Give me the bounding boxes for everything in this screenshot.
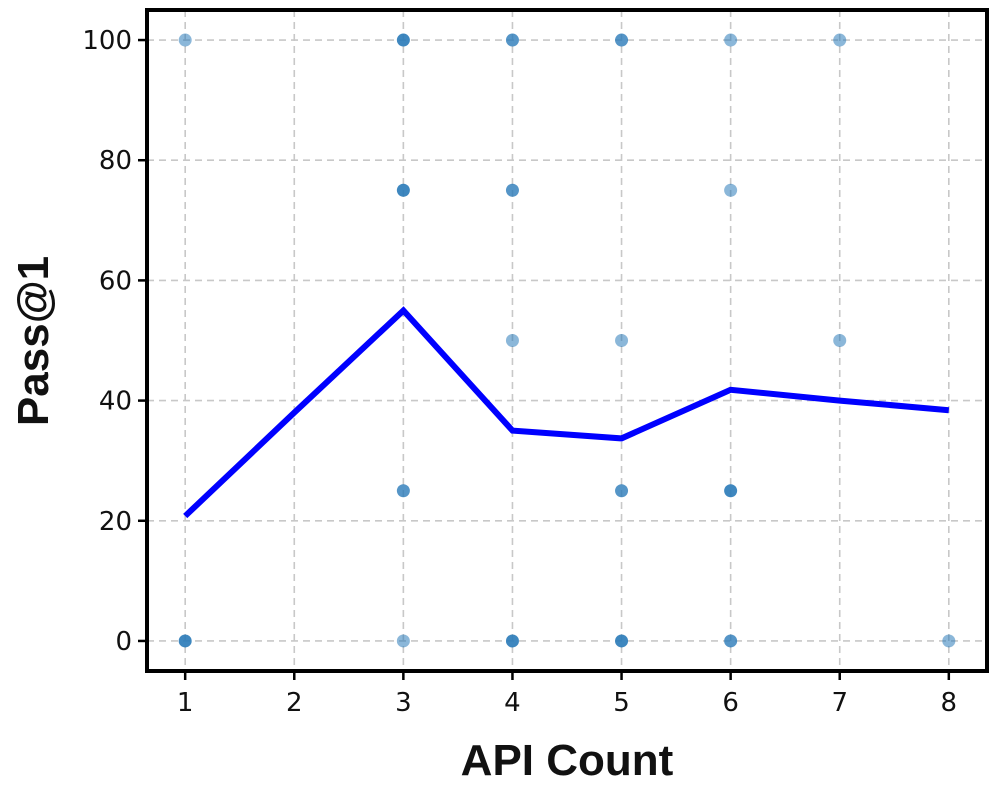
scatter-point [724,634,738,648]
x-tick-label: 2 [286,688,303,718]
scatter-point [724,183,738,197]
scatter-point [396,33,410,47]
scatter-point [615,334,629,347]
scatter-point [615,634,629,648]
x-tick-label: 1 [177,688,194,718]
y-axis-title: Pass@1 [9,256,58,426]
scatter-point [505,183,519,197]
scatter-point [505,634,519,648]
scatter-point [178,33,192,47]
scatter-point [396,183,410,197]
y-tick-label: 80 [99,146,132,176]
x-axis-title: API Count [461,736,674,785]
x-tick-label: 5 [613,688,630,718]
y-tick-label: 20 [99,507,132,537]
x-tick-label: 6 [722,688,739,718]
scatter-point [178,634,192,648]
mean-line-path [183,306,950,519]
scatter-point [942,634,956,648]
scatter-point [833,33,847,47]
scatter-points [178,33,956,648]
y-tick-label: 60 [99,266,132,296]
scatter-point [396,634,410,648]
y-tick-label: 100 [82,26,132,56]
scatter-point [724,484,738,498]
scatter-point [615,484,629,498]
y-tick-label: 0 [115,627,132,657]
scatter-point [724,33,738,47]
y-tick-label: 40 [99,387,132,417]
scatter-point [833,334,847,347]
grid-lines [147,10,987,671]
x-tick-label: 8 [941,688,958,718]
x-tick-label: 3 [395,688,412,718]
scatter-point [505,33,519,47]
plot-frame [145,8,989,673]
x-tick-label: 4 [504,688,521,718]
scatter-point [396,484,410,498]
x-tick-label: 7 [831,688,848,718]
mean-line [183,306,950,519]
scatter-point [615,33,629,47]
scatter-point [505,334,519,347]
